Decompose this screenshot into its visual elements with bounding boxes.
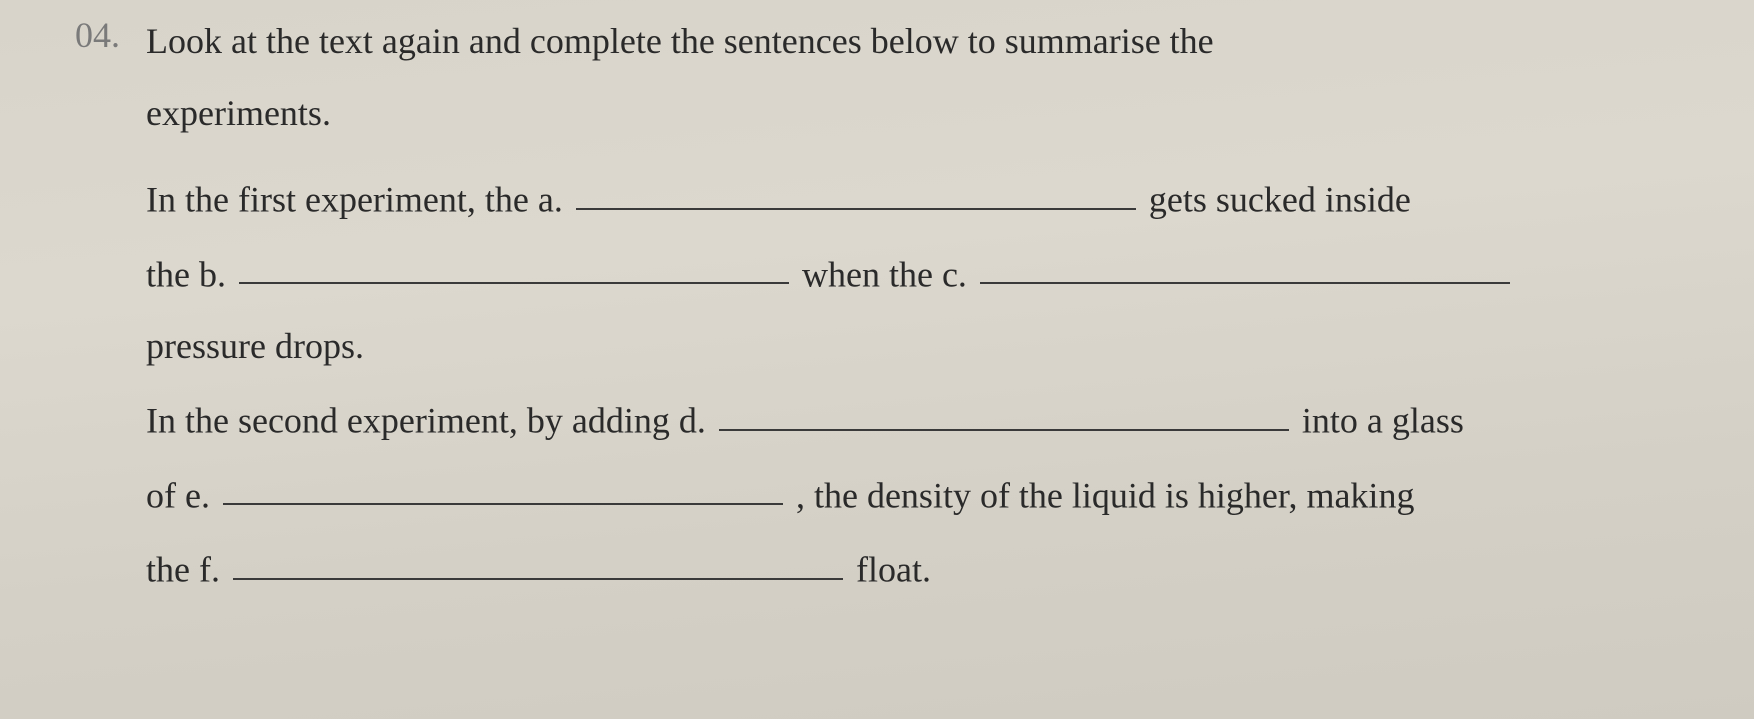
- question-row: 04. Look at the text again and complete …: [40, 14, 1714, 615]
- prompt-line-2: experiments.: [146, 86, 1714, 140]
- text-segment: into a glass: [1302, 401, 1464, 441]
- sentence-2-line-3: the f. float.: [146, 540, 1714, 597]
- blank-e[interactable]: [223, 464, 783, 506]
- text-segment: , the density of the liquid is higher, m…: [796, 475, 1414, 515]
- page: 04. Look at the text again and complete …: [0, 0, 1754, 719]
- blank-c[interactable]: [980, 243, 1510, 285]
- text-segment: when the c.: [802, 254, 967, 294]
- text-segment: In the first experiment, the a.: [146, 180, 563, 220]
- sentence-1-line-3: pressure drops.: [146, 319, 1714, 373]
- question-body: Look at the text again and complete the …: [146, 14, 1714, 615]
- text-segment: float.: [856, 550, 931, 590]
- sentence-1-line-2: the b. when the c.: [146, 245, 1714, 302]
- prompt-line-1: Look at the text again and complete the …: [146, 14, 1714, 68]
- blank-a[interactable]: [576, 168, 1136, 210]
- blank-f[interactable]: [233, 538, 843, 580]
- blank-b[interactable]: [239, 243, 789, 285]
- sentence-1-line-1: In the first experiment, the a. gets suc…: [146, 170, 1714, 227]
- text-segment: of e.: [146, 475, 210, 515]
- answer-block: In the first experiment, the a. gets suc…: [146, 170, 1714, 597]
- sentence-2-line-2: of e. , the density of the liquid is hig…: [146, 466, 1714, 523]
- sentence-2-line-1: In the second experiment, by adding d. i…: [146, 391, 1714, 448]
- blank-d[interactable]: [719, 389, 1289, 431]
- text-segment: the b.: [146, 254, 226, 294]
- question-number: 04.: [40, 14, 146, 56]
- text-segment: In the second experiment, by adding d.: [146, 401, 706, 441]
- text-segment: the f.: [146, 550, 220, 590]
- text-segment: gets sucked inside: [1149, 180, 1411, 220]
- text-segment: pressure drops.: [146, 326, 364, 366]
